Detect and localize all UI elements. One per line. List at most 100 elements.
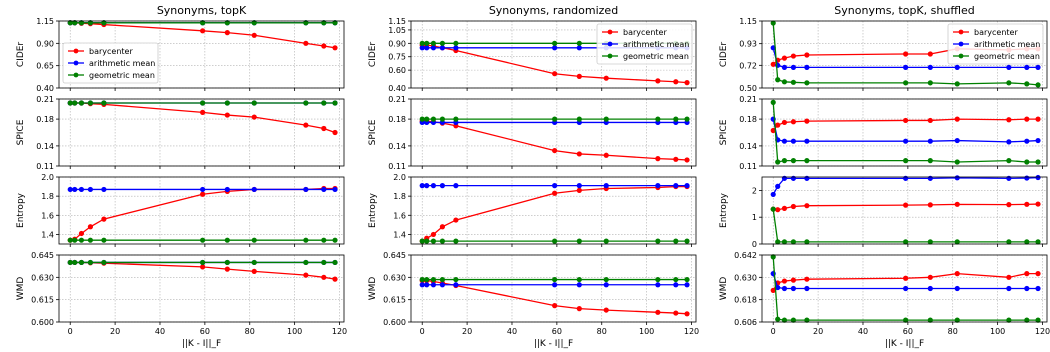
x-tick-label: 120: [1035, 327, 1050, 336]
data-point-arithmetic-mean: [804, 138, 810, 144]
data-point-geometric-mean: [603, 238, 609, 244]
y-tick-label: 0.93: [739, 40, 757, 49]
y-tick-label: 1.15: [388, 17, 406, 26]
legend-entry: geometric mean: [623, 52, 689, 61]
data-point-arithmetic-mean: [903, 285, 909, 292]
y-tick-label: 0.630: [734, 273, 757, 282]
data-point-geometric-mean: [790, 158, 797, 164]
data-point-geometric-mean: [430, 40, 437, 46]
y-tick-label: 2.0: [41, 173, 54, 182]
x-tick-label: 20: [110, 327, 120, 336]
y-axis-label: SPICE: [16, 119, 26, 145]
data-point-arithmetic-mean: [1006, 175, 1012, 181]
data-point-arithmetic-mean: [903, 64, 909, 70]
data-point-geometric-mean: [200, 259, 206, 266]
y-tick-label: 0.18: [739, 115, 757, 124]
data-point-barycenter: [790, 277, 797, 283]
series-group: [67, 20, 338, 51]
data-point-barycenter: [655, 78, 661, 84]
data-point-geometric-mean: [101, 259, 107, 266]
x-axis-label: ||K - I||_F: [182, 339, 221, 349]
subplot-entropy-3: 0 1 2 Entropy: [719, 174, 1048, 249]
data-point-geometric-mean: [67, 237, 73, 243]
y-tick-label: 0.21: [36, 95, 54, 104]
y-axis-label: WMD: [368, 277, 378, 301]
series-group: [770, 254, 1041, 323]
data-point-barycenter: [251, 114, 257, 120]
axes-frame: [410, 98, 697, 167]
legend-entry: barycenter: [623, 28, 667, 37]
legend-entry: arithmetic mean: [89, 59, 155, 68]
data-point-arithmetic-mean: [419, 45, 425, 51]
data-point-geometric-mean: [200, 237, 206, 243]
data-point-barycenter: [804, 118, 810, 124]
data-point-geometric-mean: [1035, 82, 1041, 88]
data-point-barycenter: [804, 203, 810, 209]
y-axis-label: CIDEr: [719, 42, 729, 68]
y-tick-label: 0.630: [31, 273, 54, 282]
data-point-arithmetic-mean: [552, 45, 558, 51]
data-point-barycenter: [655, 309, 661, 315]
legend-swatch-marker: [73, 72, 79, 78]
data-point-barycenter: [303, 272, 309, 278]
data-point-barycenter: [775, 207, 781, 213]
data-point-barycenter: [439, 224, 446, 230]
data-point-arithmetic-mean: [927, 138, 933, 144]
legend-swatch-marker: [607, 41, 613, 47]
data-point-barycenter: [804, 52, 810, 58]
y-tick-label: 0.18: [36, 115, 54, 124]
data-point-geometric-mean: [321, 20, 327, 26]
x-tick-label: 80: [245, 327, 255, 336]
legend-entry: barycenter: [89, 47, 133, 56]
data-point-barycenter: [87, 224, 94, 230]
data-point-geometric-mean: [430, 116, 437, 122]
data-point-geometric-mean: [1035, 317, 1041, 323]
data-point-geometric-mean: [453, 238, 459, 244]
data-point-geometric-mean: [67, 259, 73, 266]
y-tick-label: 0.615: [383, 296, 406, 305]
data-point-geometric-mean: [781, 158, 788, 164]
y-axis-label: CIDEr: [16, 42, 26, 68]
data-point-geometric-mean: [673, 276, 679, 283]
data-point-arithmetic-mean: [775, 284, 781, 291]
data-point-barycenter: [603, 152, 609, 158]
y-tick-label: 0.21: [739, 95, 757, 104]
data-point-barycenter: [673, 156, 679, 162]
data-point-geometric-mean: [790, 79, 797, 85]
data-point-barycenter: [1035, 201, 1041, 207]
subplot-entropy-1: 1.4 1.6 1.8 2.0 Entropy: [16, 173, 345, 247]
data-point-barycenter: [453, 217, 459, 223]
y-tick-label: 0.14: [36, 142, 54, 151]
data-point-geometric-mean: [655, 238, 661, 244]
y-tick-label: 0.14: [739, 142, 757, 151]
data-point-geometric-mean: [251, 20, 257, 26]
data-point-geometric-mean: [552, 40, 558, 46]
data-point-arithmetic-mean: [303, 186, 309, 193]
data-point-geometric-mean: [1024, 159, 1030, 165]
data-point-arithmetic-mean: [453, 282, 459, 288]
y-tick-label: 0.642: [734, 251, 757, 260]
data-point-barycenter: [200, 191, 206, 197]
series-group: [770, 174, 1041, 245]
data-point-arithmetic-mean: [927, 175, 933, 181]
data-point-geometric-mean: [954, 317, 960, 323]
y-tick-label: 1.15: [739, 17, 757, 26]
data-point-barycenter: [673, 310, 679, 316]
axes-frame: [58, 20, 345, 89]
data-point-barycenter: [1035, 116, 1041, 122]
data-point-arithmetic-mean: [804, 285, 810, 292]
x-tick-label: 20: [813, 327, 823, 336]
y-tick-label: 1.6: [393, 211, 406, 220]
data-point-geometric-mean: [303, 100, 309, 106]
legend-swatch-marker: [73, 60, 79, 66]
data-point-barycenter: [954, 271, 960, 277]
legend-entry: arithmetic mean: [623, 40, 689, 49]
data-point-geometric-mean: [78, 259, 85, 266]
data-point-geometric-mean: [781, 317, 788, 323]
data-point-arithmetic-mean: [424, 282, 430, 288]
data-point-geometric-mean: [1006, 317, 1012, 323]
legend-swatch-marker: [958, 41, 964, 47]
data-point-geometric-mean: [332, 237, 338, 243]
data-point-geometric-mean: [804, 80, 810, 86]
legend-entry: geometric mean: [89, 71, 155, 80]
